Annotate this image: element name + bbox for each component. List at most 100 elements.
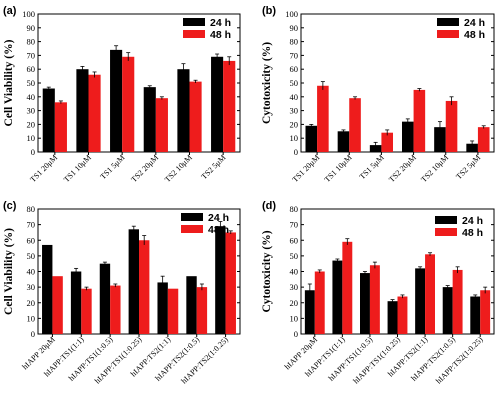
bar-48h	[139, 240, 150, 334]
legend-label: 48 h	[464, 29, 485, 41]
panel-letter: (d)	[262, 200, 276, 212]
y-tick-label: 80	[290, 37, 299, 47]
y-tick-label: 0	[31, 147, 35, 157]
legend-swatch	[181, 225, 203, 233]
panel-letter: (a)	[3, 5, 17, 17]
legend-swatch	[181, 213, 203, 221]
bar-48h	[223, 60, 236, 152]
bar-24h	[360, 273, 370, 334]
bar-24h	[215, 226, 226, 334]
y-tick-label: 10	[290, 313, 299, 323]
bar-48h	[317, 85, 329, 152]
bar-48h	[480, 290, 491, 334]
y-tick-label: 40	[27, 92, 36, 102]
y-tick-label: 50	[290, 251, 299, 261]
bar-24h	[442, 287, 453, 334]
bar-24h	[211, 56, 224, 152]
bar-24h	[42, 88, 55, 152]
y-tick-label: 60	[290, 64, 299, 74]
y-tick-label: 20	[27, 298, 36, 308]
x-category-label: TS2 20μM	[387, 153, 418, 184]
y-tick-label: 10	[290, 133, 299, 143]
x-category-label: TS2 10μM	[163, 153, 194, 184]
x-category-label: TS1 10μM	[62, 153, 93, 184]
y-tick-label: 70	[290, 220, 299, 230]
bar-48h	[81, 288, 92, 334]
legend-swatch	[435, 216, 457, 224]
y-tick-label: 0	[294, 147, 298, 157]
y-tick-label: 90	[290, 23, 299, 33]
x-category-label: TS1 5μM	[98, 153, 126, 181]
y-tick-label: 40	[290, 267, 299, 277]
bar-24h	[186, 276, 197, 334]
panel-letter: (c)	[3, 200, 17, 212]
bar-24h	[177, 69, 190, 152]
y-tick-label: 100	[22, 9, 35, 19]
y-tick-label: 70	[290, 50, 299, 60]
y-tick-label: 50	[27, 251, 36, 261]
y-tick-label: 50	[27, 78, 36, 88]
y-tick-label: 30	[27, 106, 36, 116]
chart-panel: (c)Cell Viability (%)01020304050607080hI…	[3, 200, 241, 386]
bar-48h	[342, 241, 353, 334]
y-axis-label: Cytotoxicity (%)	[261, 42, 273, 124]
bar-48h	[155, 98, 168, 152]
legend-label: 24 h	[208, 212, 229, 224]
bar-24h	[369, 145, 382, 152]
y-tick-label: 100	[285, 9, 298, 19]
y-axis-label: Cytotoxicity (%)	[261, 230, 273, 312]
legend-swatch	[183, 30, 205, 38]
bar-24h	[415, 268, 426, 334]
bar-24h	[466, 143, 478, 152]
y-tick-label: 40	[290, 92, 299, 102]
bar-48h	[425, 254, 435, 334]
bar-48h	[413, 89, 426, 152]
bar-24h	[470, 296, 481, 334]
legend-swatch	[183, 18, 205, 26]
bar-48h	[167, 288, 179, 334]
legend-label: 24 h	[464, 17, 485, 29]
chart-panel: (b) Cytotoxicity (%) 0 10 20 30 40 50 60 70 80 90 10…	[261, 5, 495, 184]
bar-48h	[452, 269, 463, 334]
y-tick-label: 10	[27, 133, 36, 143]
legend-label: 48 h	[208, 224, 229, 236]
bar-48h	[369, 265, 380, 334]
bar-24h	[110, 49, 123, 152]
bar-24h	[128, 229, 139, 334]
y-tick-label: 10	[27, 313, 36, 323]
legend-label: 24 h	[462, 215, 483, 227]
bar-24h	[304, 290, 315, 334]
bar-24h	[332, 260, 343, 334]
y-axis-label: Cell Viability (%)	[3, 228, 15, 315]
y-tick-label: 70	[27, 220, 36, 230]
y-tick-label: 30	[290, 282, 299, 292]
bar-48h	[445, 100, 458, 152]
bar-48h	[110, 285, 121, 334]
bar-48h	[477, 127, 490, 152]
bar-24h	[70, 271, 82, 334]
bar-48h	[88, 74, 101, 152]
y-tick-label: 60	[27, 235, 36, 245]
bar-24h	[157, 282, 168, 334]
bar-48h	[196, 287, 208, 334]
bar-24h	[76, 69, 89, 152]
y-tick-label: 80	[290, 204, 299, 214]
bar-48h	[54, 102, 67, 152]
y-tick-label: 20	[27, 119, 36, 129]
legend-swatch	[435, 228, 457, 236]
legend-swatch	[437, 18, 459, 26]
x-category-label: TS2 5μM	[199, 153, 227, 181]
bar-48h	[52, 276, 63, 334]
legend-swatch	[437, 30, 459, 38]
bar-24h	[337, 131, 350, 152]
y-tick-label: 70	[27, 50, 36, 60]
legend-label: 24 h	[210, 17, 231, 29]
y-tick-label: 50	[290, 78, 299, 88]
bar-24h	[402, 121, 414, 152]
y-tick-label: 60	[290, 235, 299, 245]
y-tick-label: 30	[290, 106, 299, 116]
bar-24h	[42, 244, 53, 334]
bar-48h	[225, 232, 236, 334]
legend-label: 48 h	[462, 227, 483, 239]
